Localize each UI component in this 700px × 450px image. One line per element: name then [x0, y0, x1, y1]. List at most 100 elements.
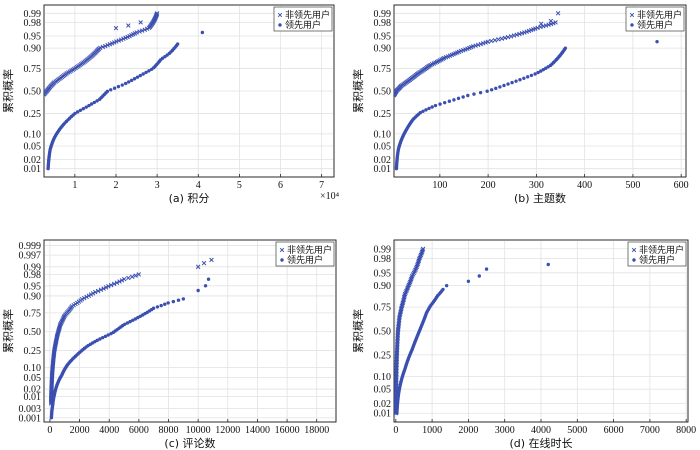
data-point-dot [522, 76, 526, 80]
legend-box [627, 241, 687, 267]
data-point-x [121, 276, 127, 282]
data-point-dot [430, 105, 434, 109]
y-tick-label: 0.98 [24, 18, 42, 29]
data-point-dot [129, 78, 134, 83]
legend-marker-dot [630, 23, 634, 27]
data-point-x [119, 278, 125, 283]
data-point-x [496, 37, 501, 42]
data-point-dot [125, 321, 130, 325]
x-tick-label: 3000 [495, 425, 515, 436]
data-point-dot [171, 299, 176, 304]
data-point-x [502, 35, 508, 41]
data-point-dot [494, 86, 498, 91]
data-point-x [543, 23, 549, 28]
data-point-dot [123, 322, 127, 326]
data-point-dot [78, 108, 83, 113]
y-tick-label: 0.99 [374, 244, 392, 255]
y-tick-label: 0.90 [24, 291, 42, 302]
legend-box [275, 241, 335, 267]
x-tick-label: 2000 [458, 425, 478, 436]
y-tick-label: 0.95 [24, 32, 42, 43]
x-tick-label: 7000 [640, 425, 660, 436]
x-tick-label: 18000 [304, 425, 329, 436]
data-point-x [133, 273, 138, 278]
data-point-dot [433, 103, 438, 108]
data-point-dot [75, 110, 80, 114]
legend-entry-label: 非领先用户 [285, 9, 330, 21]
data-point-dot [438, 102, 442, 106]
data-point-dot [81, 107, 86, 111]
data-point-dot [563, 46, 568, 50]
data-point-x [209, 257, 214, 263]
data-point-x [106, 283, 111, 289]
data-point-dot [546, 262, 550, 267]
data-point-dot [166, 301, 170, 305]
y-tick-label: 0.02 [24, 155, 42, 166]
y-tick-label: 0.01 [374, 164, 392, 175]
y-tick-label: 0.05 [24, 373, 42, 384]
data-point-dot [144, 70, 148, 75]
data-point-dot [466, 279, 471, 283]
data-point-x [95, 288, 101, 294]
y-tick-label: 0.05 [374, 385, 392, 396]
y-tick-label: 0.75 [374, 64, 392, 75]
data-point-dot [95, 338, 99, 343]
data-point-dot [421, 109, 425, 113]
x-tick-label: 1 [72, 180, 77, 191]
data-point-dot [128, 319, 132, 324]
data-point-dot [489, 88, 494, 92]
y-tick-label: 0.75 [374, 303, 392, 314]
data-point-x [86, 293, 92, 298]
y-tick-label: 0.50 [24, 327, 42, 338]
data-point-x [126, 275, 131, 281]
data-point-dot [441, 287, 445, 292]
data-point-dot [131, 318, 135, 322]
data-point-dot [196, 288, 200, 293]
data-point-x [101, 286, 106, 291]
data-point-dot [89, 102, 94, 106]
y-tick-label: 0.25 [374, 109, 392, 120]
legend-marker-x [277, 12, 283, 18]
y-tick-label: 0.90 [374, 44, 392, 55]
data-point-x [201, 260, 207, 266]
data-point-x [114, 39, 119, 44]
data-point-x [111, 281, 117, 287]
legend-marker-x [279, 247, 285, 253]
x-tick-label: 200 [481, 180, 496, 191]
y-tick-label: 0.95 [374, 268, 392, 279]
x-tick-label: 8000 [159, 425, 179, 436]
data-point-dot [176, 298, 181, 302]
data-point-dot [518, 78, 522, 82]
x-tick-label: 300 [529, 180, 544, 191]
data-point-dot [98, 337, 102, 341]
data-point-x [126, 23, 131, 28]
x-tick-label: 4000 [99, 425, 119, 436]
data-point-dot [127, 80, 131, 84]
data-point-x [100, 44, 106, 50]
data-point-dot [135, 75, 140, 79]
y-tick-label: 0.50 [374, 327, 392, 338]
data-point-dot [95, 99, 99, 103]
data-point-dot [478, 90, 483, 95]
data-point-dot [120, 83, 124, 87]
y-tick-label: 0.02 [374, 399, 392, 410]
y-tick-label: 0.98 [374, 254, 392, 265]
data-point-dot [181, 297, 186, 301]
x-axis-label: (a) 积分 [169, 192, 210, 205]
y-tick-label: 0.98 [374, 18, 392, 29]
data-point-dot [200, 30, 205, 35]
data-point-dot [477, 274, 481, 278]
data-point-x [117, 279, 122, 284]
data-point-dot [132, 77, 137, 81]
data-point-dot [151, 306, 156, 310]
y-tick-label: 0.99 [374, 9, 392, 20]
data-point-dot [159, 303, 163, 308]
data-point-dot [514, 79, 518, 83]
data-point-dot [427, 106, 431, 111]
data-point-x [553, 20, 558, 25]
data-point-x [195, 264, 201, 270]
data-point-dot [442, 100, 447, 105]
data-point-dot [106, 333, 110, 337]
data-point-x [57, 323, 63, 328]
